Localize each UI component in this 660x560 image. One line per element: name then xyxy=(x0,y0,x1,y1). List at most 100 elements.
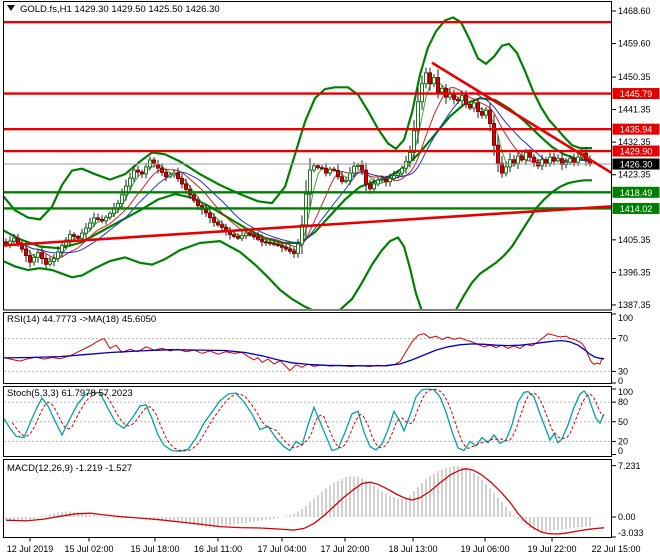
price-badge-label: 1429.90 xyxy=(620,147,653,157)
price-tick-label: 1441.35 xyxy=(618,105,651,115)
candle-down xyxy=(480,111,484,116)
descending-trendline[interactable] xyxy=(431,61,612,174)
stoch-plot[interactable] xyxy=(4,388,611,452)
candle-up xyxy=(128,177,132,187)
candle-down xyxy=(500,162,504,174)
candle-down xyxy=(280,244,284,248)
rsi-plot[interactable] xyxy=(4,333,611,372)
candle-down xyxy=(520,155,524,161)
candle-up xyxy=(576,156,580,163)
candle-up xyxy=(36,252,40,258)
candle-up xyxy=(404,160,408,169)
candle-down xyxy=(220,224,224,228)
candle-up xyxy=(148,159,152,168)
candle-down xyxy=(176,172,180,180)
price-badge-label: 1418.49 xyxy=(620,188,653,198)
candle-down xyxy=(212,217,216,223)
candle-up xyxy=(88,222,92,229)
candle-up xyxy=(300,224,304,245)
candle-down xyxy=(496,144,500,164)
candle-down xyxy=(248,232,252,236)
candle-up xyxy=(556,158,560,162)
candle-down xyxy=(232,234,236,237)
bollinger-lower-band xyxy=(4,179,592,309)
candle-down xyxy=(552,156,556,162)
candle-up xyxy=(516,155,520,164)
candle-down xyxy=(528,151,532,158)
stoch-tick-label: 50 xyxy=(618,417,628,427)
time-label: 17 Jul 04:00 xyxy=(257,544,306,554)
candle-down xyxy=(324,167,328,174)
candle-down xyxy=(72,234,76,237)
time-label: 19 Jul 22:00 xyxy=(527,544,576,554)
candle-up xyxy=(132,169,136,179)
main-chart-plot[interactable] xyxy=(3,16,612,332)
candle-up xyxy=(432,77,436,85)
candle-down xyxy=(216,221,220,226)
candle-up xyxy=(56,251,60,259)
candle-down xyxy=(164,171,168,178)
candle-down xyxy=(384,178,388,183)
macd-tick-label: 0.00 xyxy=(618,512,636,522)
ascending-trendline[interactable] xyxy=(3,205,612,247)
price-tick-label: 1423.35 xyxy=(618,170,651,180)
candle-down xyxy=(268,242,272,245)
candle-up xyxy=(392,174,396,179)
stoch-tick-label: 80 xyxy=(618,397,628,407)
time-axis[interactable]: 12 Jul 2019 15 Jul 02:00 15 Jul 18:00 16 Ju… xyxy=(7,538,641,554)
price-badge-res xyxy=(612,88,660,100)
candle-up xyxy=(124,185,128,196)
price-axis[interactable]: 1468.60 1459.60 1450.35 1441.35 1432.35 1423.… xyxy=(612,6,660,538)
candle-up xyxy=(472,102,476,109)
candle-down xyxy=(360,164,364,171)
candle-up xyxy=(568,158,572,163)
candle-down xyxy=(436,77,440,93)
candle-up xyxy=(52,257,56,262)
rsi-tick-label: 0 xyxy=(618,376,623,386)
candle-up xyxy=(144,166,148,175)
candle-down xyxy=(236,235,240,239)
bollinger-upper-band xyxy=(4,16,592,221)
price-tick-label: 1405.35 xyxy=(618,235,651,245)
stoch-header: Stoch(5,3,3) 61.7978 57.2023 xyxy=(7,388,133,399)
candle-down xyxy=(544,159,548,164)
candle-up xyxy=(440,87,444,93)
candle-down xyxy=(152,159,156,165)
rsi-ma-line xyxy=(4,339,605,367)
rsi-tick-label: 70 xyxy=(618,334,628,344)
candle-up xyxy=(80,232,84,239)
candle-up xyxy=(388,177,392,183)
candle-down xyxy=(464,95,468,105)
time-label: 15 Jul 02:00 xyxy=(64,544,113,554)
macd-plot[interactable] xyxy=(5,466,605,535)
candle-up xyxy=(484,109,488,116)
candle-down xyxy=(260,238,264,243)
candle-up xyxy=(348,172,352,181)
macd-panel[interactable] xyxy=(3,459,612,538)
candle-up xyxy=(32,256,36,263)
price-tick-label: 1432.35 xyxy=(618,137,651,147)
price-tick-label: 1387.35 xyxy=(618,300,651,310)
candle-up xyxy=(344,179,348,183)
price-tick-label: 1450.35 xyxy=(618,72,651,82)
candle-up xyxy=(460,95,464,102)
price-badge-res xyxy=(612,145,660,157)
candle-down xyxy=(276,243,280,246)
candle-up xyxy=(548,156,552,164)
candle-down xyxy=(468,103,472,109)
stoch-d-line xyxy=(11,388,604,452)
candle-up xyxy=(172,172,176,176)
candle-up xyxy=(8,240,12,245)
candle-up xyxy=(312,165,316,171)
macd-header: MACD(12,26,9) -1.219 -1.527 xyxy=(7,463,132,474)
price-badge-label: 1435.94 xyxy=(620,125,653,135)
candle-down xyxy=(16,237,20,245)
candle-up xyxy=(12,237,16,242)
time-label: 19 Jul 06:00 xyxy=(460,544,509,554)
candle-up xyxy=(108,213,112,218)
candle-down xyxy=(560,158,564,165)
candle-down xyxy=(320,167,324,170)
stoch-k-line xyxy=(4,388,605,452)
price-badge-sup xyxy=(612,202,660,214)
